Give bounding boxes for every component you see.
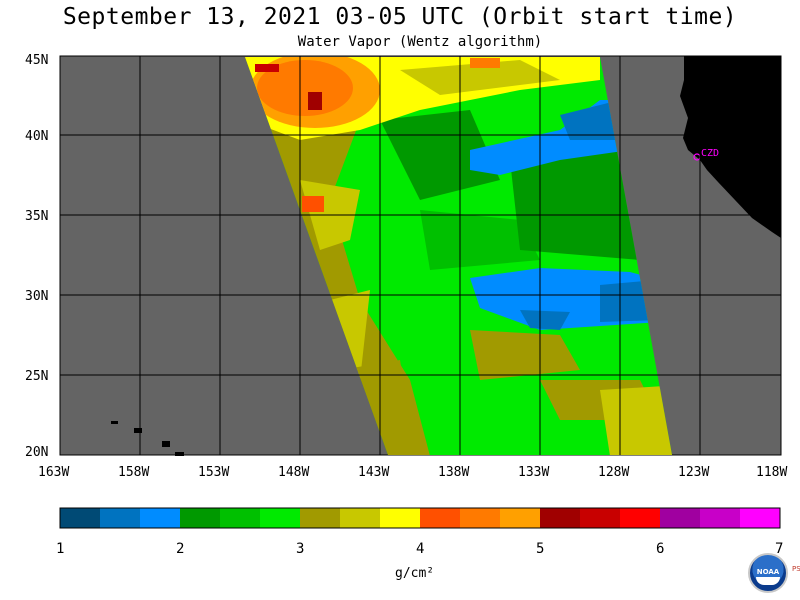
colorbar-swatch bbox=[580, 508, 621, 528]
colorbar-swatch bbox=[540, 508, 581, 528]
colorbar-swatch bbox=[180, 508, 221, 528]
noaa-bird-icon bbox=[756, 577, 780, 585]
colorbar-tick-label: 2 bbox=[176, 541, 184, 557]
map-subtitle: Water Vapor (Wentz algorithm) bbox=[297, 34, 543, 50]
lon-label: 153W bbox=[198, 465, 229, 480]
colorbar-swatch bbox=[420, 508, 461, 528]
lon-label: 148W bbox=[278, 465, 309, 480]
land-north-america bbox=[680, 56, 781, 238]
noaa-logo: NOAA bbox=[748, 553, 788, 593]
colorbar-swatch bbox=[660, 508, 701, 528]
colorbar-swatch bbox=[260, 508, 301, 528]
colorbar-tick-label: 3 bbox=[296, 541, 304, 557]
lon-label: 138W bbox=[438, 465, 469, 480]
lon-label: 123W bbox=[678, 465, 709, 480]
colorbar-swatch bbox=[60, 508, 101, 528]
colorbar-swatch bbox=[620, 508, 661, 528]
colorbar-tick-label: 7 bbox=[775, 541, 783, 557]
map-title: September 13, 2021 03-05 UTC (Orbit star… bbox=[62, 4, 738, 30]
colorbar-swatch bbox=[220, 508, 261, 528]
colorbar-swatch bbox=[140, 508, 181, 528]
longitude-labels: 163W 158W 153W 148W 143W 138W 133W 128W … bbox=[38, 465, 787, 480]
colorbar-tick-labels: 1 2 3 4 5 6 7 bbox=[56, 541, 783, 557]
lon-label: 128W bbox=[598, 465, 629, 480]
lat-label: 25N bbox=[25, 369, 48, 384]
colorbar-swatch bbox=[340, 508, 381, 528]
colorbar-unit-label: g/cm² bbox=[395, 566, 434, 581]
lon-label: 163W bbox=[38, 465, 69, 480]
latitude-labels: 45N 40N 35N 30N 25N 20N bbox=[25, 53, 48, 460]
colorbar bbox=[60, 508, 781, 528]
lat-label: 40N bbox=[25, 129, 48, 144]
lat-label: 45N bbox=[25, 53, 48, 68]
lon-label: 133W bbox=[518, 465, 549, 480]
lat-label: 20N bbox=[25, 445, 48, 460]
colorbar-swatch bbox=[300, 508, 341, 528]
station-label: CZD bbox=[701, 148, 719, 159]
colorbar-swatch bbox=[500, 508, 541, 528]
lat-label: 35N bbox=[25, 209, 48, 224]
lon-label: 143W bbox=[358, 465, 389, 480]
colorbar-swatch bbox=[100, 508, 141, 528]
noaa-logo-text: NOAA bbox=[756, 568, 780, 576]
colorbar-swatch bbox=[380, 508, 421, 528]
colorbar-tick-label: 1 bbox=[56, 541, 64, 557]
map-gridlines bbox=[60, 56, 781, 455]
lon-label: 118W bbox=[756, 465, 787, 480]
colorbar-swatch bbox=[700, 508, 741, 528]
psl-logo-text: PSL bbox=[792, 565, 800, 573]
colorbar-swatch bbox=[740, 508, 781, 528]
colorbar-tick-label: 6 bbox=[656, 541, 664, 557]
colorbar-tick-label: 5 bbox=[536, 541, 544, 557]
colorbar-tick-label: 4 bbox=[416, 541, 424, 557]
lat-label: 30N bbox=[25, 289, 48, 304]
colorbar-swatch bbox=[460, 508, 501, 528]
lon-label: 158W bbox=[118, 465, 149, 480]
colorbar-frame bbox=[59, 507, 781, 529]
land-hawaiian-islands bbox=[111, 421, 184, 456]
